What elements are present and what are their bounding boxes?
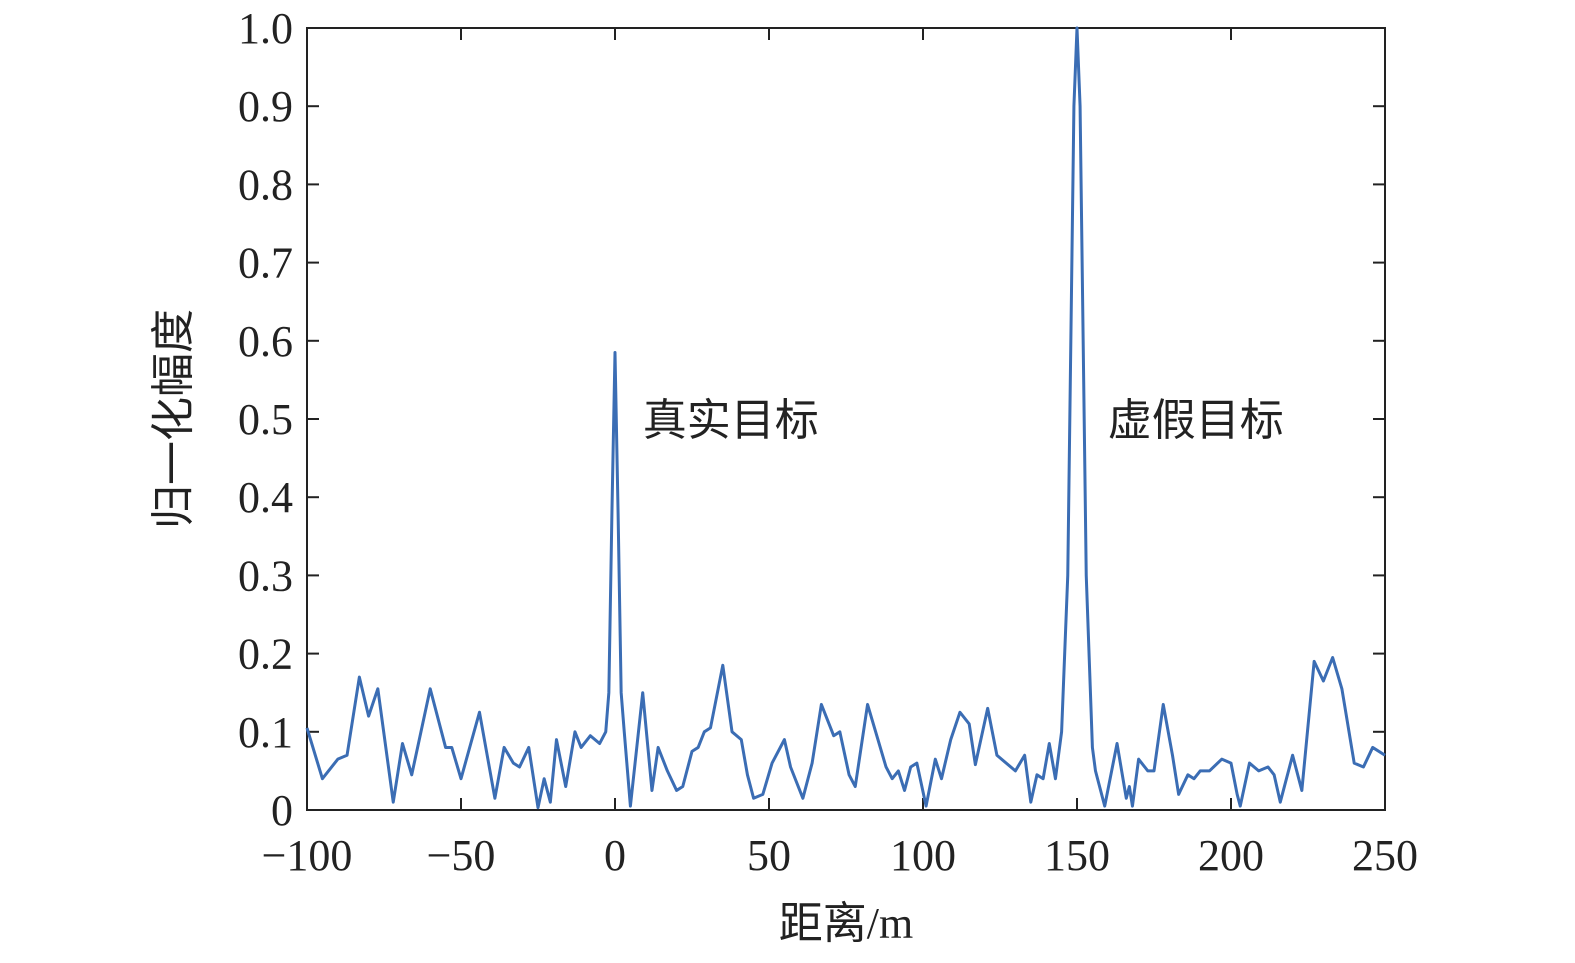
x-tick-label: 0 (604, 831, 626, 880)
y-tick-label: 0.8 (238, 160, 293, 209)
annotation: 虚假目标 (1108, 396, 1284, 445)
y-tick-label: 1.0 (238, 4, 293, 53)
x-axis-label: 距离/m (779, 899, 913, 948)
y-tick-label: 0.2 (238, 630, 293, 679)
y-tick-label: 0.1 (238, 708, 293, 757)
x-tick-label: −100 (262, 831, 353, 880)
x-tick-label: 150 (1044, 831, 1110, 880)
y-tick-label: 0.9 (238, 82, 293, 131)
x-tick-label: 100 (890, 831, 956, 880)
annotation: 真实目标 (643, 396, 819, 445)
x-tick-label: 250 (1352, 831, 1418, 880)
data-line (305, 26, 1386, 810)
y-tick-label: 0.7 (238, 239, 293, 288)
x-tick-label: 200 (1198, 831, 1264, 880)
x-tick-label: −50 (427, 831, 496, 880)
y-tick-label: 0 (271, 786, 293, 835)
y-tick-label: 0.4 (238, 473, 293, 522)
y-tick-label: 0.6 (238, 317, 293, 366)
y-tick-label: 0.5 (238, 395, 293, 444)
y-tick-label: 0.3 (238, 551, 293, 600)
y-axis-label: 归一化幅度 (149, 309, 198, 529)
x-tick-label: 50 (747, 831, 791, 880)
